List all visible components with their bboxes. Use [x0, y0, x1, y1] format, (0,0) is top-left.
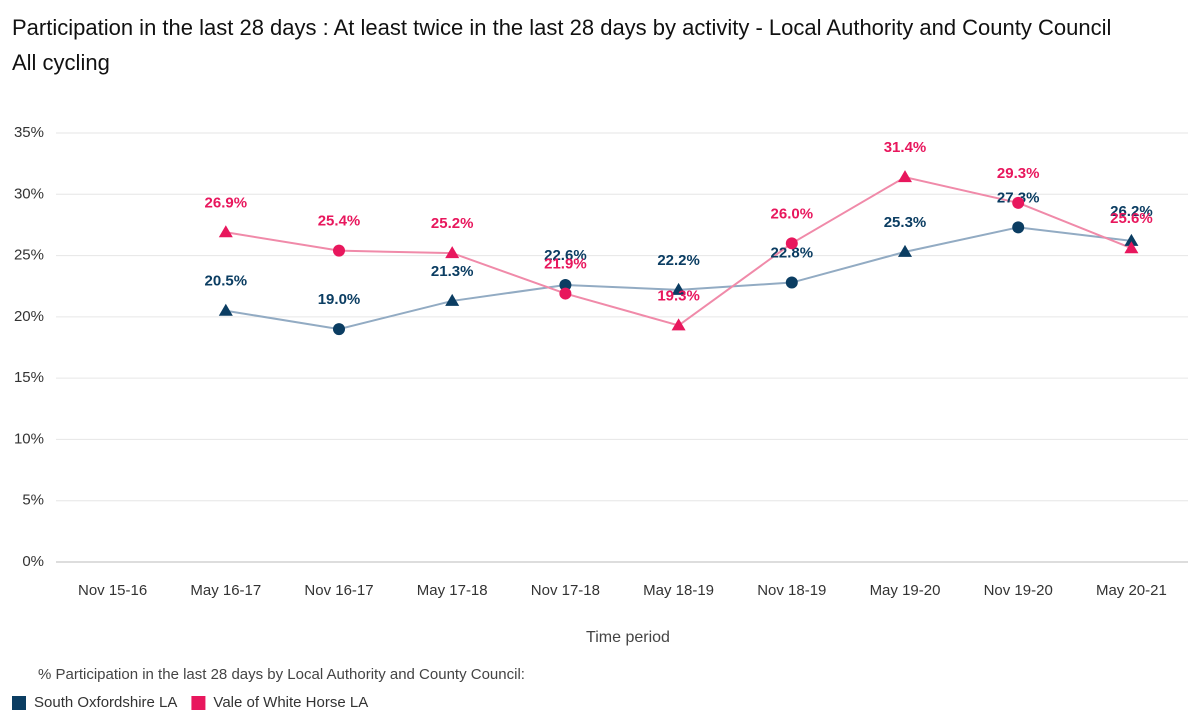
value-label: 21.9%: [544, 256, 587, 273]
y-tick-label: 25%: [14, 247, 44, 264]
value-label: 26.9%: [205, 194, 248, 211]
marker: [898, 170, 912, 183]
value-label: 31.4%: [884, 139, 927, 156]
value-label: 25.6%: [1110, 210, 1153, 227]
title-block: Participation in the last 28 days : At l…: [12, 10, 1177, 80]
series-line: [225, 226, 1132, 331]
marker: [785, 276, 798, 289]
marker: [333, 244, 345, 257]
y-tick-label: 5%: [22, 492, 44, 509]
x-tick-label: May 16-17: [190, 582, 261, 599]
y-tick-label: 10%: [14, 430, 44, 447]
value-label: 19.3%: [657, 287, 700, 304]
value-label: 22.2%: [657, 252, 700, 269]
chart-title: Participation in the last 28 days : At l…: [12, 15, 1112, 40]
legend-swatch: [191, 696, 206, 710]
x-tick-label: May 18-19: [643, 582, 714, 599]
value-label: 19.0%: [318, 291, 361, 308]
marker: [445, 293, 460, 306]
y-tick-label: 0%: [22, 553, 44, 570]
marker: [445, 246, 460, 259]
y-tick-label: 30%: [14, 185, 44, 202]
y-tick-label: 35%: [14, 124, 44, 141]
marker: [898, 244, 912, 257]
value-label: 25.4%: [318, 213, 361, 230]
marker: [1124, 241, 1139, 254]
value-label: 22.8%: [771, 245, 814, 262]
value-label: 29.3%: [997, 165, 1040, 182]
x-tick-label: May 17-18: [417, 582, 488, 599]
legend-swatch: [12, 696, 26, 710]
x-tick-label: Nov 18-19: [757, 582, 826, 599]
legend-label: South Oxfordshire LA: [34, 694, 177, 711]
legend-title: % Participation in the last 28 days by L…: [38, 666, 525, 683]
x-axis-label: Time period: [586, 629, 670, 646]
value-label: 21.3%: [431, 263, 474, 280]
value-label: 26.2%: [1110, 203, 1153, 220]
marker: [1012, 196, 1025, 209]
marker: [671, 282, 686, 295]
value-label: 20.5%: [205, 273, 248, 290]
value-label: 22.6%: [544, 247, 587, 264]
legend-label: Vale of White Horse LA: [213, 694, 368, 711]
marker: [218, 303, 233, 316]
x-tick-label: May 19-20: [870, 582, 941, 599]
value-label: 25.3%: [884, 214, 927, 231]
value-label: 25.2%: [431, 215, 474, 232]
x-tick-label: Nov 19-20: [984, 582, 1053, 599]
y-tick-label: 20%: [14, 308, 44, 325]
x-tick-label: Nov 16-17: [304, 582, 373, 599]
marker: [1012, 221, 1025, 234]
marker: [333, 323, 345, 336]
marker: [218, 225, 233, 238]
marker: [559, 278, 572, 291]
marker: [671, 318, 686, 331]
y-tick-label: 15%: [14, 369, 44, 386]
chart-subtitle: All cycling: [12, 50, 110, 75]
x-tick-label: Nov 17-18: [531, 582, 600, 599]
marker: [785, 237, 798, 250]
x-tick-label: May 20-21: [1096, 582, 1167, 599]
marker: [1124, 233, 1139, 246]
marker: [559, 287, 572, 300]
value-label: 26.0%: [771, 205, 814, 222]
x-tick-label: Nov 15-16: [78, 582, 147, 599]
